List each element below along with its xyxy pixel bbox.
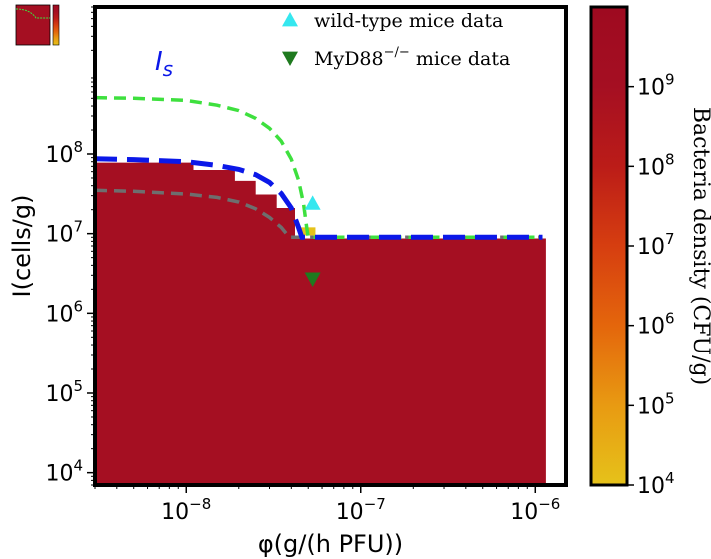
- colorbar-tick-label-1: 105: [637, 389, 675, 419]
- colorbar-tick-label-4: 108: [637, 150, 675, 180]
- colorbar-tick-label-3: 107: [637, 230, 675, 260]
- inset-region: [16, 5, 50, 45]
- colorbar-tick-label-2: 106: [637, 310, 675, 340]
- y-axis-label: I(cells/g): [8, 195, 36, 298]
- y-tick-label-0: 104: [45, 457, 83, 487]
- inset-colorbar: [52, 4, 60, 46]
- legend-label-0: wild-type mice data: [314, 10, 503, 32]
- colorbar-tick-label-0: 104: [637, 469, 675, 499]
- y-tick-label-2: 106: [45, 297, 83, 327]
- curve-series-2: [95, 188, 543, 240]
- legend-marker-0: [282, 12, 298, 27]
- inset-curve: [15, 8, 50, 19]
- x-tick-label-2: 10−6: [510, 495, 560, 525]
- thumbnail-inset: [6, 3, 69, 52]
- x-tick-label-0: 10−8: [161, 495, 211, 525]
- legend-marker-1: [282, 51, 298, 66]
- colorbar-tick-label-5: 109: [637, 71, 675, 101]
- y-tick-label-1: 105: [45, 377, 83, 407]
- density-region: [95, 162, 546, 485]
- curve-series-1: [95, 95, 543, 240]
- y-tick-label-3: 107: [45, 218, 83, 248]
- x-tick-label-1: 10−7: [336, 495, 386, 525]
- data-point-wild-type: [304, 195, 321, 210]
- data-point-myd88: [304, 272, 321, 287]
- y-tick-label-4: 108: [45, 138, 83, 168]
- colorbar: [589, 5, 629, 487]
- curve-i-s: [95, 156, 543, 240]
- legend-label-1: MyD88−/− mice data: [314, 45, 510, 70]
- curve-label-is: Is: [155, 47, 173, 81]
- colorbar-label: Bacteria density (CFU/g): [688, 107, 711, 385]
- inset-frame: [15, 4, 51, 46]
- x-axis-label: φ(g/(h PFU)): [258, 530, 403, 558]
